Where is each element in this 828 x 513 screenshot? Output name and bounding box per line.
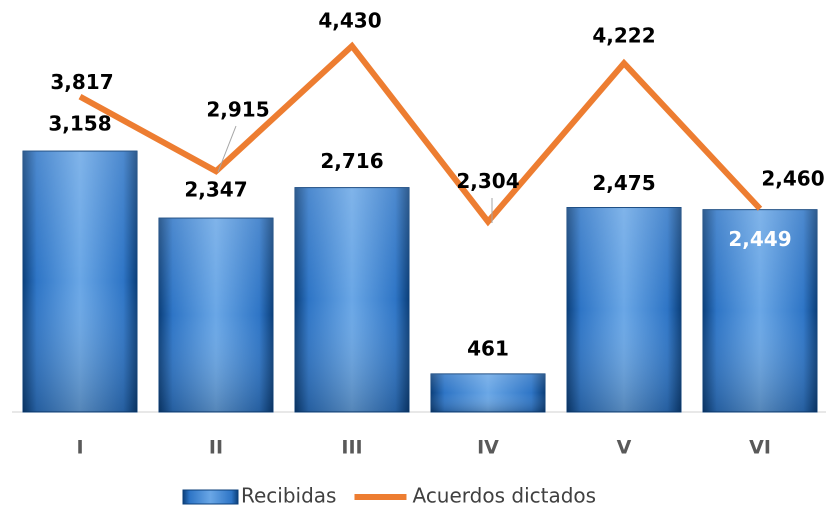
bar-shade: [567, 207, 681, 412]
line: [78, 41, 763, 227]
data-label: 461: [467, 336, 509, 360]
data-label: 3,158: [48, 112, 111, 136]
x-tick-label: I: [76, 437, 83, 459]
data-label: 2,460: [761, 166, 824, 190]
data-label: 2,347: [184, 178, 247, 202]
data-label: 2,915: [206, 98, 269, 122]
legend-label: Recibidas: [241, 484, 336, 508]
data-label: 2,475: [592, 171, 655, 195]
x-tick-label: VI: [749, 437, 771, 459]
bar-shade: [295, 187, 409, 412]
data-label: 4,430: [318, 9, 381, 33]
data-label: 4,222: [592, 24, 655, 48]
data-label: 2,716: [320, 149, 383, 173]
legend-label: Acuerdos dictados: [412, 484, 596, 508]
x-tick-label: V: [617, 437, 632, 459]
x-tick-label: III: [341, 437, 362, 459]
x-tick-label: II: [209, 437, 223, 459]
bar-shade: [23, 151, 137, 412]
data-label: 3,817: [50, 70, 113, 94]
data-label: 2,304: [456, 169, 519, 193]
bar-shade: [703, 209, 817, 412]
bar-shade: [431, 373, 545, 412]
bar-shade: [159, 218, 273, 412]
leader-line: [217, 125, 237, 173]
x-tick-label: IV: [477, 437, 499, 459]
data-label: 2,449: [728, 227, 791, 251]
legend-swatch: [182, 489, 239, 505]
